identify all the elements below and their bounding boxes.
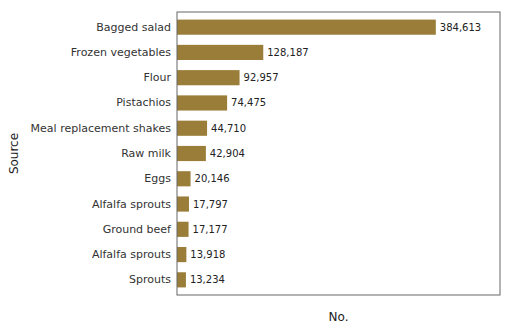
bar xyxy=(177,146,206,161)
bar xyxy=(177,45,263,60)
bar xyxy=(177,171,191,186)
y-tick-label: Ground beef xyxy=(103,223,172,236)
data-label: 92,957 xyxy=(244,72,279,83)
bar xyxy=(177,247,186,262)
data-label: 74,475 xyxy=(231,97,266,108)
y-tick-label: Flour xyxy=(143,71,171,84)
y-tick-label: Bagged salad xyxy=(96,21,171,34)
data-label: 128,187 xyxy=(267,47,308,58)
y-tick-label: Sprouts xyxy=(129,273,171,286)
data-label: 17,177 xyxy=(193,224,228,235)
y-tick-label: Meal replacement shakes xyxy=(31,122,172,135)
y-tick-label: Raw milk xyxy=(121,147,171,160)
bar xyxy=(177,196,189,211)
bar xyxy=(177,272,186,287)
plot-frame xyxy=(177,12,500,295)
y-tick-label: Alfalfa sprouts xyxy=(92,248,171,261)
y-tick-label: Pistachios xyxy=(116,96,171,109)
x-axis-label: No. xyxy=(329,310,349,324)
bar xyxy=(177,95,227,110)
y-tick-label: Eggs xyxy=(144,172,171,185)
bars xyxy=(177,20,436,288)
data-label: 44,710 xyxy=(211,123,246,134)
data-label: 17,797 xyxy=(193,199,228,210)
chart-container: 13,234 13,918 17,177 17,797 20,146 42,904 44,7… xyxy=(0,0,520,331)
bar xyxy=(177,121,207,136)
data-label: 13,234 xyxy=(190,274,225,285)
bar xyxy=(177,222,189,237)
chart-svg: 13,234 13,918 17,177 17,797 20,146 42,904 44,7… xyxy=(0,0,520,331)
y-axis-label: Source xyxy=(7,133,21,174)
data-label: 13,918 xyxy=(190,249,225,260)
data-labels: 13,234 13,918 17,177 17,797 20,146 42,904 44,7… xyxy=(190,22,481,286)
bar xyxy=(177,70,240,85)
data-label: 42,904 xyxy=(210,148,245,159)
y-tick-label: Frozen vegetables xyxy=(71,46,171,59)
data-label: 20,146 xyxy=(195,173,230,184)
bar xyxy=(177,20,436,35)
plot-background xyxy=(177,12,500,295)
y-tick-label: Alfalfa sprouts xyxy=(92,198,171,211)
y-tick-labels: Sprouts Alfalfa sprouts Ground beef Alfalfa… xyxy=(31,21,173,287)
data-label: 384,613 xyxy=(440,22,481,33)
